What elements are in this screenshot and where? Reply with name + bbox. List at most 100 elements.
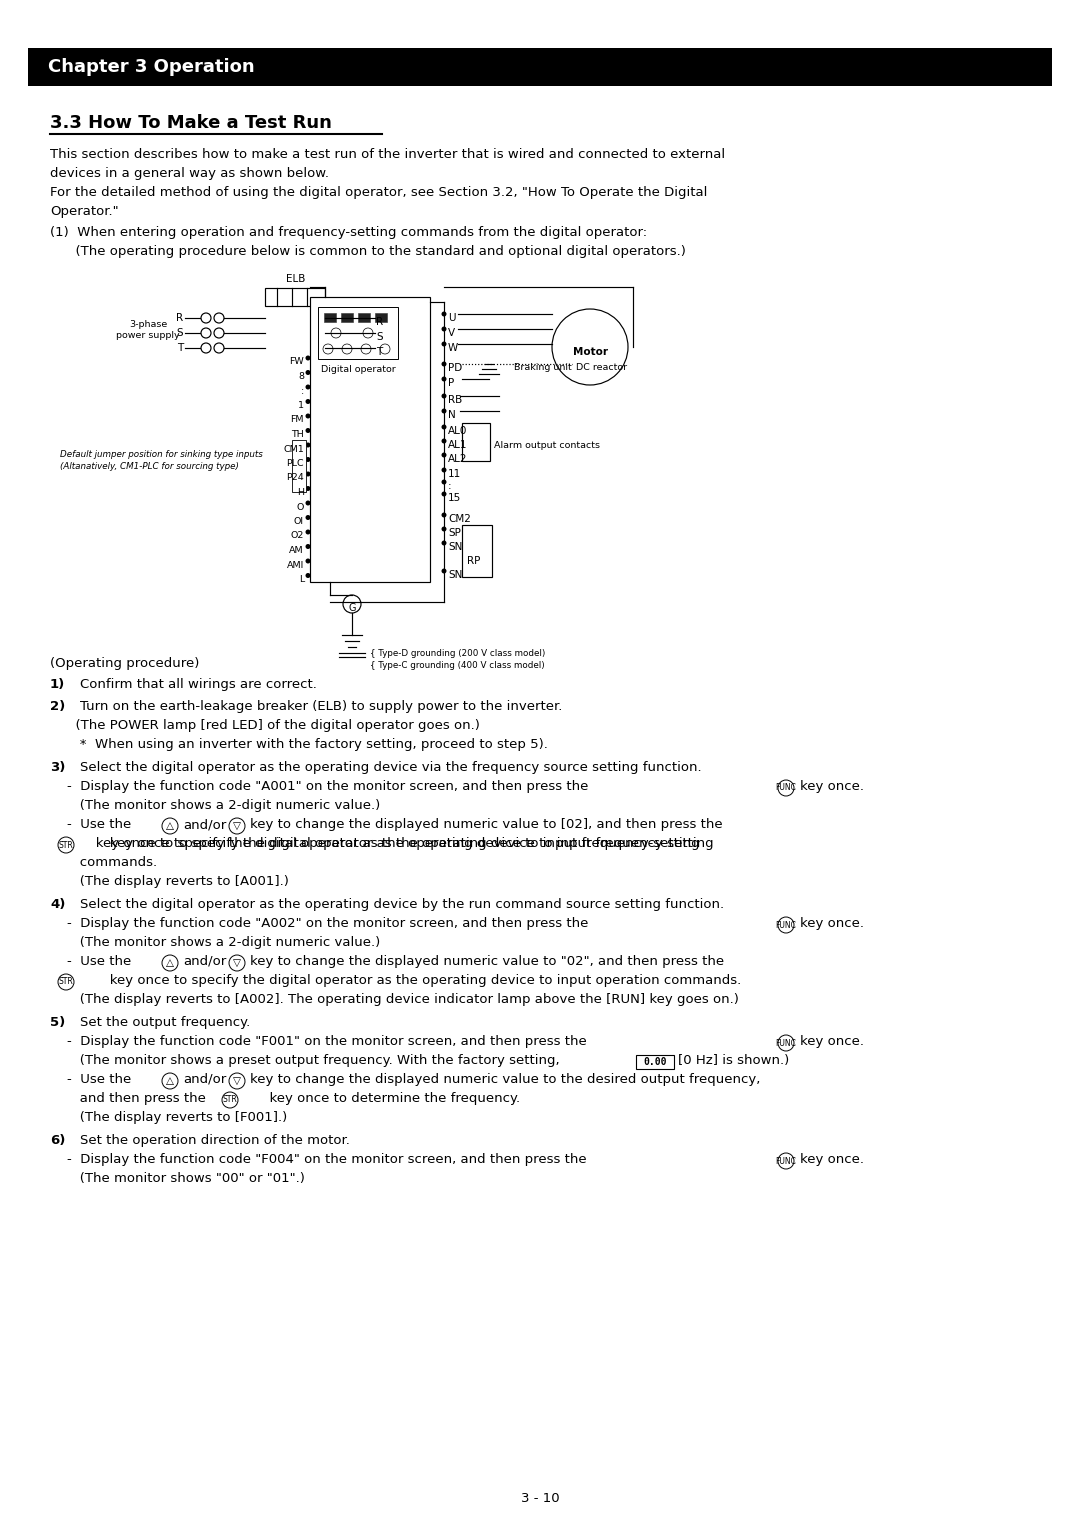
Text: { Type-C grounding (400 V class model): { Type-C grounding (400 V class model) (370, 660, 544, 669)
Text: commands.: commands. (50, 856, 157, 869)
Text: AL2: AL2 (448, 454, 468, 465)
Bar (265, 287, 325, 306)
Text: △: △ (166, 1076, 174, 1086)
Circle shape (162, 955, 178, 970)
Text: Set the operation direction of the motor.: Set the operation direction of the motor… (80, 1134, 350, 1148)
Bar (636, 1054, 674, 1070)
Text: SN: SN (448, 570, 462, 581)
Text: key once.: key once. (800, 779, 864, 793)
Circle shape (229, 1073, 245, 1089)
Circle shape (58, 837, 75, 853)
Text: 8: 8 (298, 371, 303, 380)
Text: △: △ (166, 958, 174, 969)
Text: OI: OI (294, 516, 303, 526)
Circle shape (373, 345, 378, 350)
Circle shape (442, 480, 446, 484)
Text: T: T (177, 342, 183, 353)
Circle shape (778, 779, 794, 796)
Text: Motor: Motor (572, 347, 607, 358)
Circle shape (214, 342, 224, 353)
Circle shape (306, 457, 311, 461)
Circle shape (778, 1154, 794, 1169)
Circle shape (201, 329, 211, 338)
Circle shape (373, 330, 378, 336)
Text: DC reactor: DC reactor (576, 364, 627, 373)
Text: FUNC: FUNC (775, 1039, 796, 1048)
Text: N: N (448, 410, 456, 420)
Circle shape (442, 439, 446, 443)
Text: 1): 1) (50, 678, 65, 691)
Circle shape (442, 468, 446, 472)
Circle shape (306, 356, 311, 361)
Text: U: U (448, 313, 456, 322)
Text: 5): 5) (50, 1016, 65, 1028)
Text: STR: STR (222, 1096, 238, 1105)
Bar (357, 313, 370, 322)
Circle shape (222, 1093, 238, 1108)
Text: W: W (448, 342, 458, 353)
Text: 6): 6) (50, 1134, 66, 1148)
Text: AM: AM (289, 545, 303, 555)
Text: R: R (376, 316, 383, 327)
Text: and/or: and/or (183, 817, 226, 831)
Text: V: V (448, 329, 455, 338)
Text: 2): 2) (50, 700, 65, 714)
Bar (462, 526, 492, 578)
Circle shape (214, 313, 224, 322)
Circle shape (323, 344, 333, 354)
Circle shape (306, 530, 311, 535)
Text: For the detailed method of using the digital operator, see Section 3.2, "How To : For the detailed method of using the dig… (50, 186, 707, 199)
Text: key to change the displayed numeric value to "02", and then press the: key to change the displayed numeric valu… (249, 955, 724, 969)
Text: devices in a general way as shown below.: devices in a general way as shown below. (50, 167, 329, 180)
Text: (The monitor shows a preset output frequency. With the factory setting,: (The monitor shows a preset output frequ… (50, 1054, 559, 1067)
Circle shape (342, 344, 352, 354)
Circle shape (58, 973, 75, 990)
Text: 4): 4) (50, 898, 66, 911)
Text: key once to specify the digital operator as the operating device to input operat: key once to specify the digital operator… (80, 973, 741, 987)
Circle shape (306, 443, 311, 448)
Text: FUNC: FUNC (775, 1157, 796, 1166)
Circle shape (442, 362, 446, 367)
Text: ▽: ▽ (233, 958, 241, 969)
Text: Alarm output contacts: Alarm output contacts (494, 440, 600, 449)
Text: key once to specify the digital operator as the operating device to input freque: key once to specify the digital operator… (66, 837, 700, 850)
Text: △: △ (166, 821, 174, 831)
Bar (341, 313, 353, 322)
Circle shape (442, 512, 446, 518)
Text: (The monitor shows "00" or "01".): (The monitor shows "00" or "01".) (50, 1172, 305, 1186)
Text: Default jumper position for sinking type inputs: Default jumper position for sinking type… (60, 451, 262, 458)
Text: [0 Hz] is shown.): [0 Hz] is shown.) (678, 1054, 789, 1067)
Text: RP: RP (467, 556, 481, 565)
Text: AMI: AMI (286, 561, 303, 570)
Circle shape (306, 399, 311, 403)
Circle shape (442, 568, 446, 573)
Text: FW: FW (289, 358, 303, 367)
Text: (Operating procedure): (Operating procedure) (50, 657, 200, 669)
Text: AL0: AL0 (448, 426, 468, 435)
Circle shape (442, 341, 446, 347)
Circle shape (306, 573, 311, 578)
Circle shape (442, 541, 446, 545)
Text: FUNC: FUNC (775, 784, 796, 793)
Circle shape (229, 955, 245, 970)
Text: and then press the: and then press the (50, 1093, 206, 1105)
Circle shape (373, 315, 378, 321)
Text: Select the digital operator as the operating device by the run command source se: Select the digital operator as the opera… (80, 898, 724, 911)
Text: Select the digital operator as the operating device via the frequency source set: Select the digital operator as the opera… (80, 761, 702, 775)
Text: key once to specify the digital operator as the operating device to input freque: key once to specify the digital operator… (80, 837, 714, 850)
Text: -  Display the function code "A002" on the monitor screen, and then press the: - Display the function code "A002" on th… (50, 917, 589, 931)
Text: and/or: and/or (183, 955, 226, 969)
Circle shape (442, 408, 446, 414)
Circle shape (778, 1034, 794, 1051)
Text: (The monitor shows a 2-digit numeric value.): (The monitor shows a 2-digit numeric val… (50, 937, 380, 949)
Text: key to change the displayed numeric value to the desired output frequency,: key to change the displayed numeric valu… (249, 1073, 760, 1086)
Circle shape (363, 329, 373, 338)
Text: Digital operator: Digital operator (321, 365, 395, 374)
Text: 15: 15 (448, 494, 461, 503)
Bar (324, 313, 336, 322)
Text: key once.: key once. (800, 1154, 864, 1166)
Circle shape (330, 329, 341, 338)
Text: Turn on the earth-leakage breaker (ELB) to supply power to the inverter.: Turn on the earth-leakage breaker (ELB) … (80, 700, 563, 714)
Circle shape (442, 527, 446, 532)
Bar (310, 296, 430, 582)
